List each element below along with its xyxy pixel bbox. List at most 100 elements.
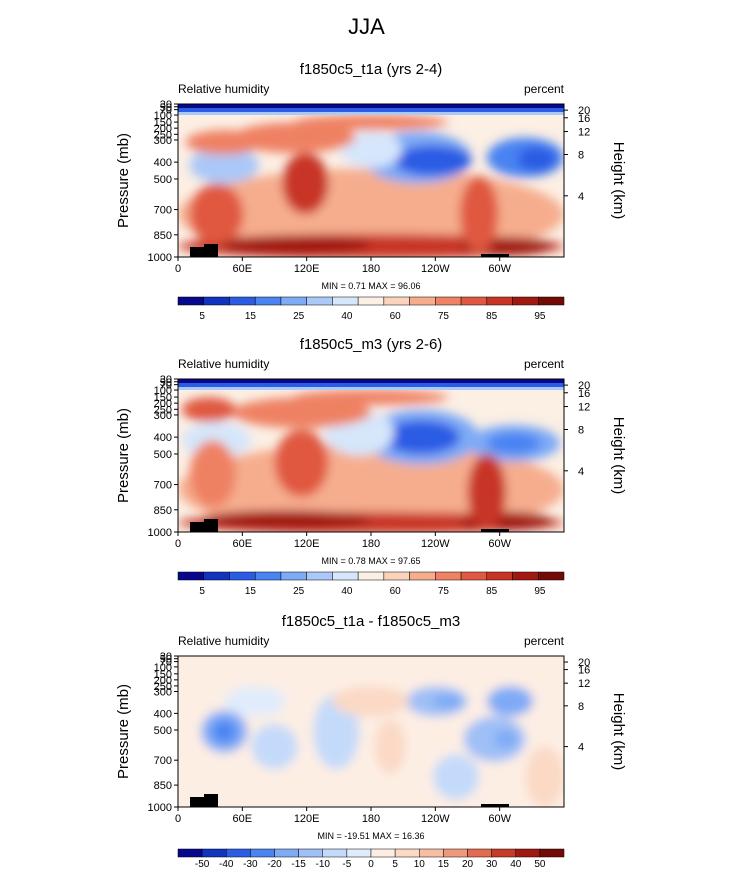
y-tick-label: 250 — [154, 129, 172, 141]
y-tick-label: 300 — [154, 410, 172, 422]
height-tick-label: 16 — [578, 665, 590, 677]
colorbar-segment — [460, 571, 488, 581]
y-tick-label: 70 — [160, 105, 172, 117]
colorbar-label: 10 — [414, 859, 426, 870]
colorbar-segment — [370, 848, 396, 858]
contour-region — [432, 754, 480, 800]
x-tick-label: 120W — [421, 538, 450, 550]
contour-region — [459, 237, 553, 256]
contour-region — [212, 720, 236, 743]
colorbar-label: 0 — [368, 859, 374, 870]
contour-region — [374, 719, 406, 774]
colorbar: 5 15 25 40 60 75 85 95 — [177, 571, 565, 597]
colorbar-segment — [486, 296, 513, 306]
colorbar-label: 75 — [438, 586, 450, 597]
colorbar-segment — [254, 571, 282, 581]
y-axis-title: Pressure (mb) — [115, 684, 132, 779]
y-tick-label: 30 — [160, 651, 172, 663]
colorbar-segment — [443, 848, 468, 858]
contour-region — [494, 729, 518, 749]
colorbar-segment — [538, 571, 565, 581]
contour-region — [178, 234, 564, 257]
y-tick-label: 150 — [154, 669, 172, 681]
height-tick-label: 12 — [578, 678, 590, 690]
y-tick-label: 30 — [160, 99, 172, 111]
panel-title: f1850c5_t1a (yrs 2-4) — [300, 61, 443, 78]
colorbar-label: 20 — [462, 859, 474, 870]
colorbar-segment — [467, 848, 492, 858]
x-tick-label: 180 — [362, 263, 380, 275]
contour-field — [178, 104, 564, 257]
colorbar-segment — [419, 848, 444, 858]
stratosphere-band — [178, 379, 564, 383]
colorbar-segment — [394, 848, 420, 858]
contour-region — [394, 145, 472, 176]
colorbar-label: -20 — [267, 859, 282, 870]
colorbar-segment — [177, 848, 203, 858]
y-tick-label: 1000 — [148, 252, 172, 264]
stratosphere-band — [178, 104, 564, 108]
colorbar-label: -30 — [243, 859, 258, 870]
left-label: Relative humidity — [178, 634, 269, 648]
y-tick-label: 500 — [154, 449, 172, 461]
colorbar-segment — [357, 296, 385, 306]
colorbar-segment — [280, 571, 307, 581]
colorbar-segment — [512, 296, 539, 306]
x-tick-label: 60E — [233, 538, 253, 550]
colorbar-segment — [357, 571, 385, 581]
height-tick-label: 20 — [578, 105, 590, 117]
colorbar-label: -50 — [195, 859, 210, 870]
y-axis-title: Pressure (mb) — [115, 133, 132, 228]
contour-region — [189, 183, 244, 245]
figure-title: JJA — [348, 14, 385, 39]
contour-region — [459, 175, 499, 253]
contour-region — [282, 152, 329, 215]
min-max-label: MIN = -19.51 MAX = 16.36 — [317, 831, 424, 841]
colorbar-segment — [322, 848, 348, 858]
colorbar-label: 15 — [438, 859, 450, 870]
colorbar-segment — [332, 296, 359, 306]
colorbar-label: 30 — [486, 859, 498, 870]
colorbar-segment — [346, 848, 372, 858]
topography — [481, 529, 509, 532]
chart-panel-1: f1850c5_t1a (yrs 2-4) Relative humidity pe… — [115, 61, 627, 322]
height-tick-label: 20 — [578, 657, 590, 669]
colorbar-segment — [254, 296, 282, 306]
colorbar-segment — [515, 848, 541, 858]
contour-region — [293, 389, 449, 406]
contour-region — [517, 146, 557, 172]
colorbar-label: 5 — [392, 859, 398, 870]
contour-region — [363, 131, 472, 184]
x-tick-label: 60E — [233, 813, 253, 825]
colorbar-label: 50 — [534, 859, 546, 870]
y-tick-label: 250 — [154, 404, 172, 416]
x-tick-label: 0 — [175, 538, 181, 550]
y-tick-label: 850 — [154, 780, 172, 792]
colorbar-segment — [250, 848, 275, 858]
contour-region — [324, 409, 395, 456]
plot-frame — [177, 378, 565, 533]
y2-axis-title: Height (km) — [610, 693, 627, 771]
stratosphere-band — [178, 108, 564, 112]
y-tick-label: 150 — [154, 392, 172, 404]
colorbar-label: 40 — [510, 859, 522, 870]
colorbar-segment — [435, 296, 462, 306]
colorbar-label: 60 — [390, 586, 402, 597]
contour-region — [251, 723, 298, 770]
x-tick-label: 120E — [294, 263, 320, 275]
colorbar-segment — [177, 571, 204, 581]
x-tick-label: 120W — [421, 813, 450, 825]
contour-region — [224, 686, 287, 717]
y-tick-label: 1000 — [148, 527, 172, 539]
height-tick-label: 8 — [578, 424, 584, 436]
contour-region — [201, 510, 371, 529]
colorbar-label: 25 — [293, 586, 305, 597]
colorbar-label: 5 — [199, 586, 205, 597]
stratosphere-band — [178, 383, 564, 387]
colorbar-label: 15 — [245, 586, 257, 597]
colorbar: -50 -40 -30 -20 -15 -10 -5 0 5 10 15 20 30 40 50 — [177, 848, 565, 870]
colorbar-label: 95 — [534, 586, 546, 597]
colorbar-label: 5 — [199, 311, 205, 322]
right-label: percent — [524, 357, 565, 371]
topography — [204, 244, 218, 257]
